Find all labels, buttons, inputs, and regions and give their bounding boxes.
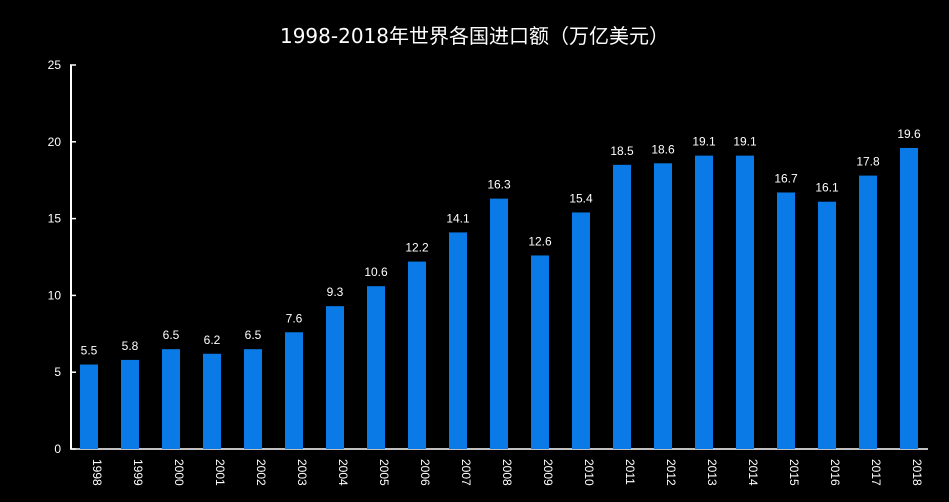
data-label: 18.5 [610, 144, 634, 158]
bar [654, 163, 672, 449]
bar [285, 332, 303, 449]
data-label: 16.3 [487, 178, 511, 192]
bar [367, 286, 385, 449]
data-label: 19.1 [692, 135, 716, 149]
bar [244, 349, 262, 449]
x-tick-label: 2002 [254, 459, 268, 486]
x-tick-label: 2009 [541, 459, 555, 486]
data-label: 16.7 [774, 171, 798, 185]
data-label: 6.5 [245, 328, 262, 342]
x-tick-label: 2014 [746, 459, 760, 486]
bar [531, 255, 549, 449]
x-tick-label: 2010 [582, 459, 596, 486]
x-tick-label: 2000 [172, 459, 186, 486]
data-label: 15.4 [569, 191, 593, 205]
x-tick-label: 1998 [90, 459, 104, 486]
x-tick-label: 2017 [869, 459, 883, 486]
x-tick-label: 2003 [295, 459, 309, 486]
data-label: 6.5 [163, 328, 180, 342]
bar [203, 353, 221, 449]
bar [408, 261, 426, 449]
y-tick-label: 10 [48, 288, 62, 302]
data-label: 7.6 [286, 311, 303, 325]
x-tick-label: 2001 [213, 459, 227, 486]
data-label: 6.2 [204, 333, 221, 347]
data-label: 12.6 [528, 234, 552, 248]
data-label: 9.3 [327, 285, 344, 299]
y-tick-label: 0 [54, 442, 61, 456]
x-tick-label: 2007 [459, 459, 473, 486]
bar [572, 212, 590, 449]
bar [695, 155, 713, 449]
data-label: 17.8 [856, 155, 880, 169]
x-tick-label: 2015 [787, 459, 801, 486]
data-label: 16.1 [815, 181, 839, 195]
x-tick-label: 2008 [500, 459, 514, 486]
bar [900, 147, 918, 449]
data-label: 18.6 [651, 142, 675, 156]
data-label: 5.8 [122, 339, 139, 353]
x-tick-label: 2016 [828, 459, 842, 486]
data-label: 19.6 [897, 127, 921, 141]
bar [859, 175, 877, 450]
data-label: 14.1 [446, 211, 470, 225]
bar [490, 198, 508, 449]
x-tick-label: 1999 [131, 459, 145, 486]
bar [449, 232, 467, 449]
x-tick-label: 2018 [910, 459, 924, 486]
bar [613, 164, 631, 449]
data-label: 5.5 [81, 344, 98, 358]
x-tick-label: 2012 [664, 459, 678, 486]
bar [80, 364, 98, 449]
y-tick-label: 20 [48, 135, 62, 149]
x-tick-label: 2006 [418, 459, 432, 486]
x-tick-label: 2004 [336, 459, 350, 486]
x-tick-label: 2005 [377, 459, 391, 486]
y-tick-label: 5 [54, 365, 61, 379]
bar [162, 349, 180, 449]
bar [121, 359, 139, 449]
chart-title: 1998-2018年世界各国进口额（万亿美元） [279, 24, 669, 48]
bar [777, 192, 795, 449]
y-tick-label: 25 [48, 58, 62, 72]
x-tick-label: 2011 [623, 459, 637, 485]
data-label: 12.2 [405, 241, 429, 255]
bar [736, 155, 754, 449]
y-tick-label: 15 [48, 212, 62, 226]
data-label: 10.6 [364, 265, 388, 279]
bar [818, 201, 836, 449]
data-label: 19.1 [733, 135, 757, 149]
bar [326, 306, 344, 449]
x-tick-label: 2013 [705, 459, 719, 486]
